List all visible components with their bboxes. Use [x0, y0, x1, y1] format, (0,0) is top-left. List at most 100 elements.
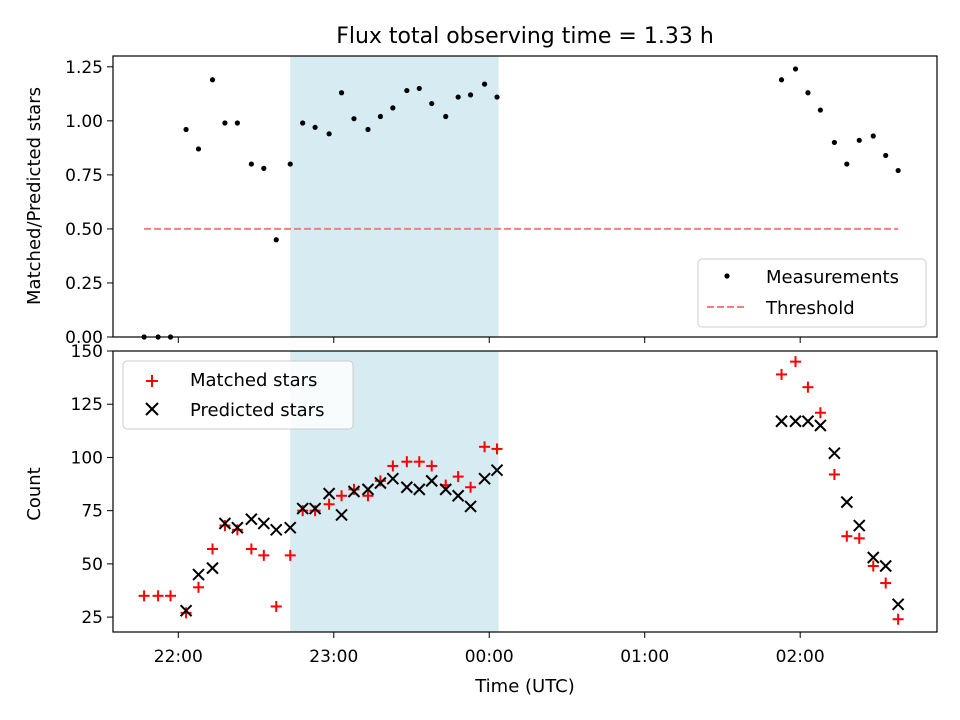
- top-y-tick-label: 1.00: [65, 112, 103, 132]
- matched-star-point: [413, 456, 425, 468]
- matched-star-point: [138, 590, 150, 602]
- predicted-star-b: [464, 500, 477, 513]
- predicted-star-point: [814, 419, 827, 432]
- top-plot-frame: [112, 55, 938, 338]
- predicted-star-b: [347, 485, 361, 498]
- measurement-point: [287, 161, 293, 167]
- predicted-star-point: [361, 483, 375, 496]
- x-tick-label: 23:00: [309, 647, 358, 667]
- matched-star-point: [362, 490, 374, 502]
- measurement-point: [805, 90, 811, 96]
- legend-measurements-marker: [724, 273, 730, 279]
- predicted-star-point: [270, 523, 283, 537]
- predicted-star-point: [386, 472, 400, 485]
- measurement-point: [844, 161, 850, 167]
- matched-star-point: [348, 483, 360, 495]
- predicted-star-b: [400, 481, 414, 494]
- matched-star-point: [309, 505, 321, 517]
- matched-star-point: [892, 613, 904, 625]
- matched-star-point: [814, 407, 826, 419]
- predicted-star-b: [867, 551, 880, 564]
- legend-measurements-label: Measurements: [766, 267, 899, 288]
- bottom-panel: 25 50 75 100 125 150 22:00 23:00 00:00 01:00 02:0…: [24, 342, 938, 697]
- predicted-star-point: [374, 476, 387, 490]
- measurement-point: [248, 161, 254, 167]
- predicted-star-point: [413, 483, 426, 496]
- legend-predicted-label: Predicted stars: [190, 400, 324, 421]
- matched-star-point: [790, 356, 802, 368]
- legend-predicted-marker: [145, 402, 159, 416]
- matched-star-point: [465, 481, 477, 493]
- predicted-star-b: [789, 415, 802, 428]
- measurement-point: [222, 120, 228, 126]
- predicted-star-point: [840, 495, 854, 509]
- bottom-y-tick-label: 75: [81, 502, 103, 522]
- predicted-star-point: [284, 521, 297, 534]
- matched-star-point: [165, 590, 177, 602]
- predicted-star-point: [218, 517, 232, 530]
- predicted-star-b: [179, 604, 193, 617]
- matched-star-point: [245, 543, 257, 555]
- bottom-y-tick-label: 150: [71, 342, 103, 362]
- predicted-star-b: [206, 561, 219, 575]
- predicted-star-b: [296, 502, 309, 515]
- top-y-tick-label: 0.25: [65, 274, 103, 294]
- measurement-point: [831, 139, 837, 146]
- matched-star-point: [880, 577, 892, 589]
- predicted-star-b: [257, 517, 271, 530]
- measurement-point: [467, 92, 474, 98]
- measurement-point: [895, 167, 901, 174]
- x-tick-label: 02:00: [776, 647, 825, 667]
- predicted-star-point: [775, 415, 788, 428]
- top-y-tick-label: 0.75: [65, 166, 103, 186]
- top-x-ticks: [177, 337, 801, 343]
- top-y-axis-label: Matched/Predicted stars: [24, 87, 45, 305]
- predicted-star-b: [245, 512, 258, 526]
- predicted-star-point: [464, 500, 477, 513]
- bottom-y-ticks: 25 50 75 100 125 150: [71, 342, 113, 628]
- measurement-point: [856, 137, 862, 143]
- predicted-star-b: [308, 502, 322, 515]
- measurement-point: [817, 107, 823, 113]
- measurement-point: [300, 120, 306, 126]
- matched-star-point: [479, 441, 491, 453]
- predicted-star-point: [801, 415, 815, 428]
- bottom-y-tick-label: 25: [81, 608, 103, 628]
- predicted-star-b: [853, 519, 866, 532]
- predicted-star-b: [322, 487, 336, 500]
- bottom-legend: Matched stars Predicted stars: [122, 360, 354, 430]
- predicted-star-point: [347, 485, 361, 498]
- bottom-y-tick-label: 100: [71, 448, 103, 468]
- predicted-star-point: [322, 487, 336, 500]
- predicted-stars-points: [179, 415, 905, 617]
- predicted-star-point: [179, 604, 193, 617]
- matched-star-point: [270, 600, 282, 612]
- predicted-star-b: [879, 559, 892, 573]
- predicted-star-point: [308, 502, 322, 515]
- predicted-star-b: [828, 446, 841, 460]
- predicted-star-b: [413, 483, 426, 496]
- matched-star-point: [336, 490, 348, 502]
- matched-star-point: [426, 460, 438, 472]
- predicted-star-b: [425, 474, 438, 488]
- predicted-star-b: [218, 517, 232, 530]
- measurement-point: [792, 66, 799, 72]
- measurement-point: [183, 126, 189, 133]
- predicted-star-point: [245, 512, 258, 526]
- matched-star-point: [193, 581, 205, 593]
- measurement-point: [404, 87, 410, 94]
- predicted-star-point: [867, 551, 880, 564]
- matched-star-point: [452, 471, 464, 483]
- matched-star-point: [258, 549, 270, 561]
- top-legend: Measurements Threshold: [697, 258, 927, 328]
- predicted-star-b: [814, 419, 827, 432]
- measurement-point: [326, 131, 332, 137]
- measurement-point: [273, 237, 279, 243]
- predicted-star-b: [801, 415, 815, 428]
- bottom-x-ticks: 22:00 23:00 00:00 01:00 02:00: [154, 632, 825, 667]
- predicted-star-point: [478, 472, 491, 485]
- predicted-star-b: [490, 464, 504, 477]
- predicted-star-point: [891, 598, 905, 611]
- matched-star-point: [323, 498, 335, 510]
